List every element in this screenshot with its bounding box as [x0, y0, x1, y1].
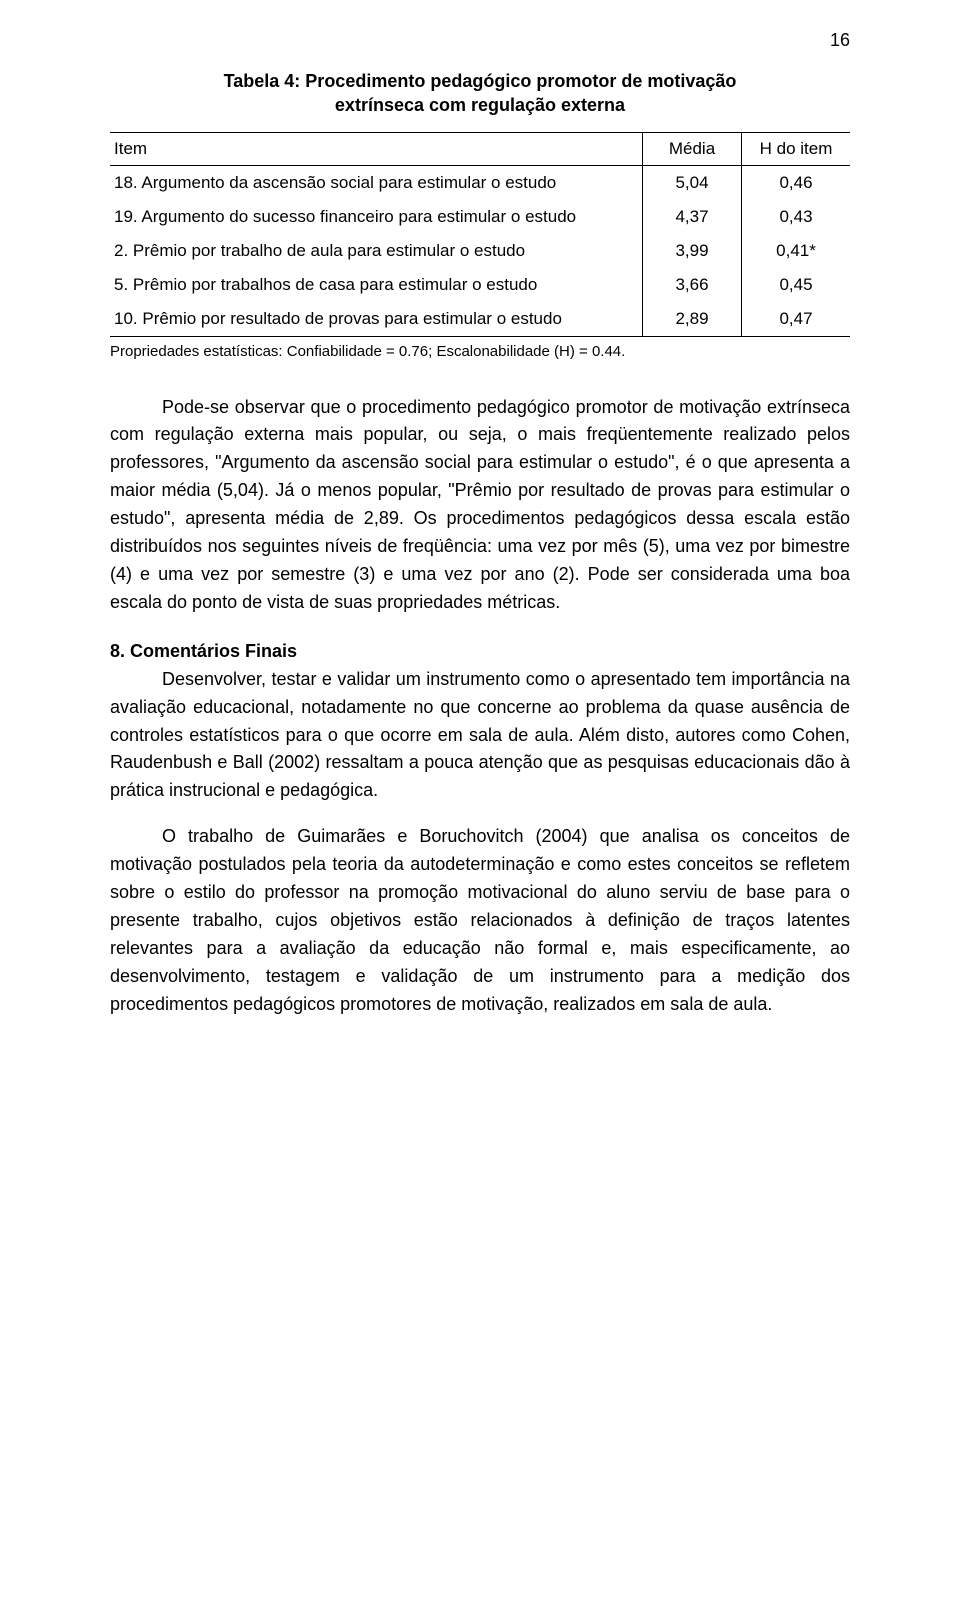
- cell-media: 2,89: [643, 302, 742, 337]
- cell-media: 3,99: [643, 234, 742, 268]
- cell-h: 0,46: [742, 165, 851, 200]
- data-table: Item Média H do item 18. Argumento da as…: [110, 132, 850, 337]
- cell-media: 3,66: [643, 268, 742, 302]
- col-header-h: H do item: [742, 132, 851, 165]
- table-row: 19. Argumento do sucesso financeiro para…: [110, 200, 850, 234]
- table-footnote: Propriedades estatísticas: Confiabilidad…: [110, 343, 850, 360]
- table-title-line2: extrínseca com regulação externa: [335, 95, 625, 115]
- table-header-row: Item Média H do item: [110, 132, 850, 165]
- cell-item: 10. Prêmio por resultado de provas para …: [110, 302, 643, 337]
- table-row: 10. Prêmio por resultado de provas para …: [110, 302, 850, 337]
- cell-h: 0,45: [742, 268, 851, 302]
- section-heading: 8. Comentários Finais: [110, 641, 850, 662]
- cell-item: 2. Prêmio por trabalho de aula para esti…: [110, 234, 643, 268]
- cell-item: 19. Argumento do sucesso financeiro para…: [110, 200, 643, 234]
- col-header-media: Média: [643, 132, 742, 165]
- cell-h: 0,43: [742, 200, 851, 234]
- cell-item: 5. Prêmio por trabalhos de casa para est…: [110, 268, 643, 302]
- table-row: 2. Prêmio por trabalho de aula para esti…: [110, 234, 850, 268]
- cell-h: 0,47: [742, 302, 851, 337]
- table-row: 18. Argumento da ascensão social para es…: [110, 165, 850, 200]
- cell-media: 4,37: [643, 200, 742, 234]
- table-title-line1: Tabela 4: Procedimento pedagógico promot…: [224, 71, 737, 91]
- cell-h: 0,41*: [742, 234, 851, 268]
- document-page: 16 Tabela 4: Procedimento pedagógico pro…: [0, 0, 960, 1600]
- body-paragraph-3: O trabalho de Guimarães e Boruchovitch (…: [110, 823, 850, 1018]
- body-paragraph-2: Desenvolver, testar e validar um instrum…: [110, 666, 850, 805]
- body-paragraph-1: Pode-se observar que o procedimento peda…: [110, 394, 850, 617]
- col-header-item: Item: [110, 132, 643, 165]
- cell-item: 18. Argumento da ascensão social para es…: [110, 165, 643, 200]
- cell-media: 5,04: [643, 165, 742, 200]
- table-title: Tabela 4: Procedimento pedagógico promot…: [110, 69, 850, 118]
- table-row: 5. Prêmio por trabalhos de casa para est…: [110, 268, 850, 302]
- page-number: 16: [110, 30, 850, 51]
